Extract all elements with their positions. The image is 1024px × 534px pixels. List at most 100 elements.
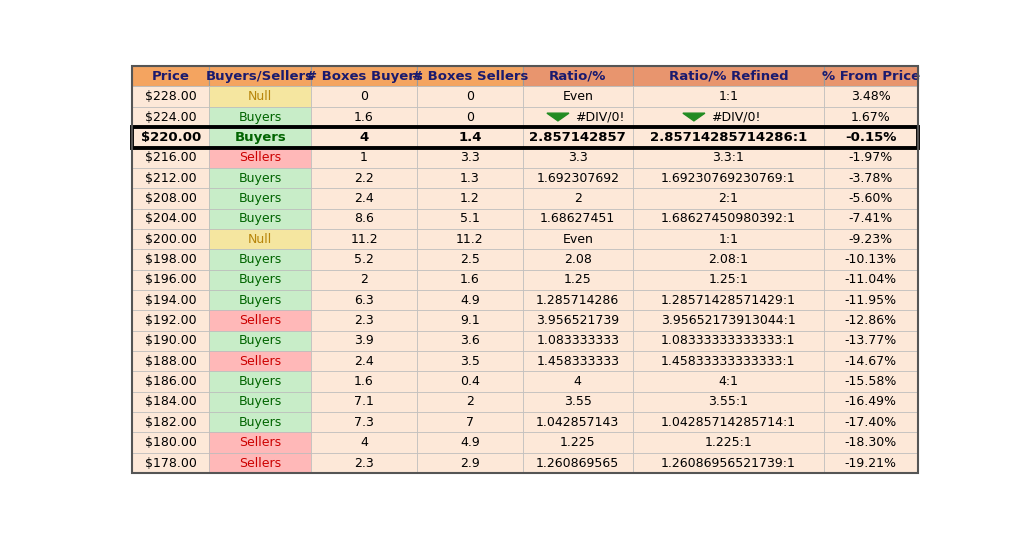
Text: 3.3: 3.3 <box>568 151 588 164</box>
Bar <box>824 433 918 453</box>
Bar <box>523 310 633 331</box>
Bar <box>633 66 824 87</box>
Bar <box>824 127 918 147</box>
Text: 4: 4 <box>359 131 369 144</box>
Text: 0: 0 <box>466 111 474 123</box>
Bar <box>132 412 209 433</box>
Bar <box>633 453 824 473</box>
Bar <box>311 249 417 270</box>
Text: 1.68627450980392:1: 1.68627450980392:1 <box>660 213 796 225</box>
Bar <box>132 189 209 209</box>
Text: Sellers: Sellers <box>240 314 282 327</box>
Bar <box>633 127 824 147</box>
Bar <box>311 229 417 249</box>
Text: 2.08: 2.08 <box>564 253 592 266</box>
Bar <box>209 290 311 310</box>
Text: # Boxes Buyers: # Boxes Buyers <box>305 70 422 83</box>
Bar <box>311 66 417 87</box>
Text: 1.2: 1.2 <box>460 192 479 205</box>
Bar <box>417 433 523 453</box>
Bar <box>209 168 311 189</box>
Text: Sellers: Sellers <box>240 355 282 368</box>
Text: 1.285714286: 1.285714286 <box>537 294 620 307</box>
Text: 1.6: 1.6 <box>354 375 374 388</box>
Text: 4: 4 <box>360 436 368 449</box>
Bar <box>523 392 633 412</box>
Text: $188.00: $188.00 <box>144 355 197 368</box>
Bar <box>311 351 417 372</box>
Bar <box>209 147 311 168</box>
Bar <box>311 372 417 392</box>
Text: 3.95652173913044:1: 3.95652173913044:1 <box>660 314 796 327</box>
Bar <box>209 270 311 290</box>
Text: 1.6: 1.6 <box>354 111 374 123</box>
Bar <box>311 147 417 168</box>
Text: 1.3: 1.3 <box>460 171 479 185</box>
Bar <box>417 127 523 147</box>
Bar <box>523 168 633 189</box>
Bar <box>311 392 417 412</box>
Text: 1.45833333333333:1: 1.45833333333333:1 <box>662 355 796 368</box>
Bar <box>311 127 417 147</box>
Text: 3.55: 3.55 <box>564 396 592 409</box>
Text: Buyers: Buyers <box>239 334 282 348</box>
Text: Even: Even <box>562 90 593 103</box>
Text: Buyers: Buyers <box>239 416 282 429</box>
Bar <box>523 290 633 310</box>
Text: -7.41%: -7.41% <box>849 213 893 225</box>
Text: $190.00: $190.00 <box>144 334 197 348</box>
Bar <box>311 433 417 453</box>
Text: -12.86%: -12.86% <box>845 314 897 327</box>
Bar <box>132 310 209 331</box>
Text: Sellers: Sellers <box>240 151 282 164</box>
Bar <box>824 412 918 433</box>
Bar <box>824 189 918 209</box>
Text: 11.2: 11.2 <box>456 233 483 246</box>
Text: 1.042857143: 1.042857143 <box>537 416 620 429</box>
Bar <box>824 66 918 87</box>
Bar <box>523 372 633 392</box>
Text: 11.2: 11.2 <box>350 233 378 246</box>
Text: -17.40%: -17.40% <box>845 416 897 429</box>
Text: Buyers: Buyers <box>239 375 282 388</box>
Bar <box>824 107 918 127</box>
Bar <box>311 87 417 107</box>
Text: 3.5: 3.5 <box>460 355 480 368</box>
Bar <box>523 66 633 87</box>
Bar <box>417 107 523 127</box>
Bar <box>311 270 417 290</box>
Bar <box>523 209 633 229</box>
Text: 5.2: 5.2 <box>354 253 374 266</box>
Bar <box>311 310 417 331</box>
Bar <box>132 249 209 270</box>
Text: $182.00: $182.00 <box>144 416 197 429</box>
Bar <box>132 66 209 87</box>
Bar <box>417 189 523 209</box>
Text: 7.1: 7.1 <box>354 396 374 409</box>
Bar <box>633 189 824 209</box>
Bar <box>633 87 824 107</box>
Bar <box>132 433 209 453</box>
Bar <box>523 351 633 372</box>
Bar <box>824 147 918 168</box>
Bar <box>523 270 633 290</box>
Bar <box>633 249 824 270</box>
Bar <box>633 209 824 229</box>
Text: Buyers: Buyers <box>239 294 282 307</box>
Text: 1.69230769230769:1: 1.69230769230769:1 <box>660 171 796 185</box>
Text: # Boxes Sellers: # Boxes Sellers <box>412 70 528 83</box>
Text: -18.30%: -18.30% <box>845 436 897 449</box>
Text: 3.3: 3.3 <box>460 151 479 164</box>
Bar <box>311 107 417 127</box>
Text: Buyers: Buyers <box>239 111 282 123</box>
Bar <box>633 229 824 249</box>
Bar <box>633 290 824 310</box>
Text: -5.60%: -5.60% <box>849 192 893 205</box>
Text: 0: 0 <box>466 90 474 103</box>
Text: Null: Null <box>248 233 272 246</box>
Text: 1.083333333: 1.083333333 <box>537 334 620 348</box>
Bar <box>311 453 417 473</box>
Text: 9.1: 9.1 <box>460 314 479 327</box>
Bar <box>209 372 311 392</box>
Text: 1.08333333333333:1: 1.08333333333333:1 <box>662 334 796 348</box>
